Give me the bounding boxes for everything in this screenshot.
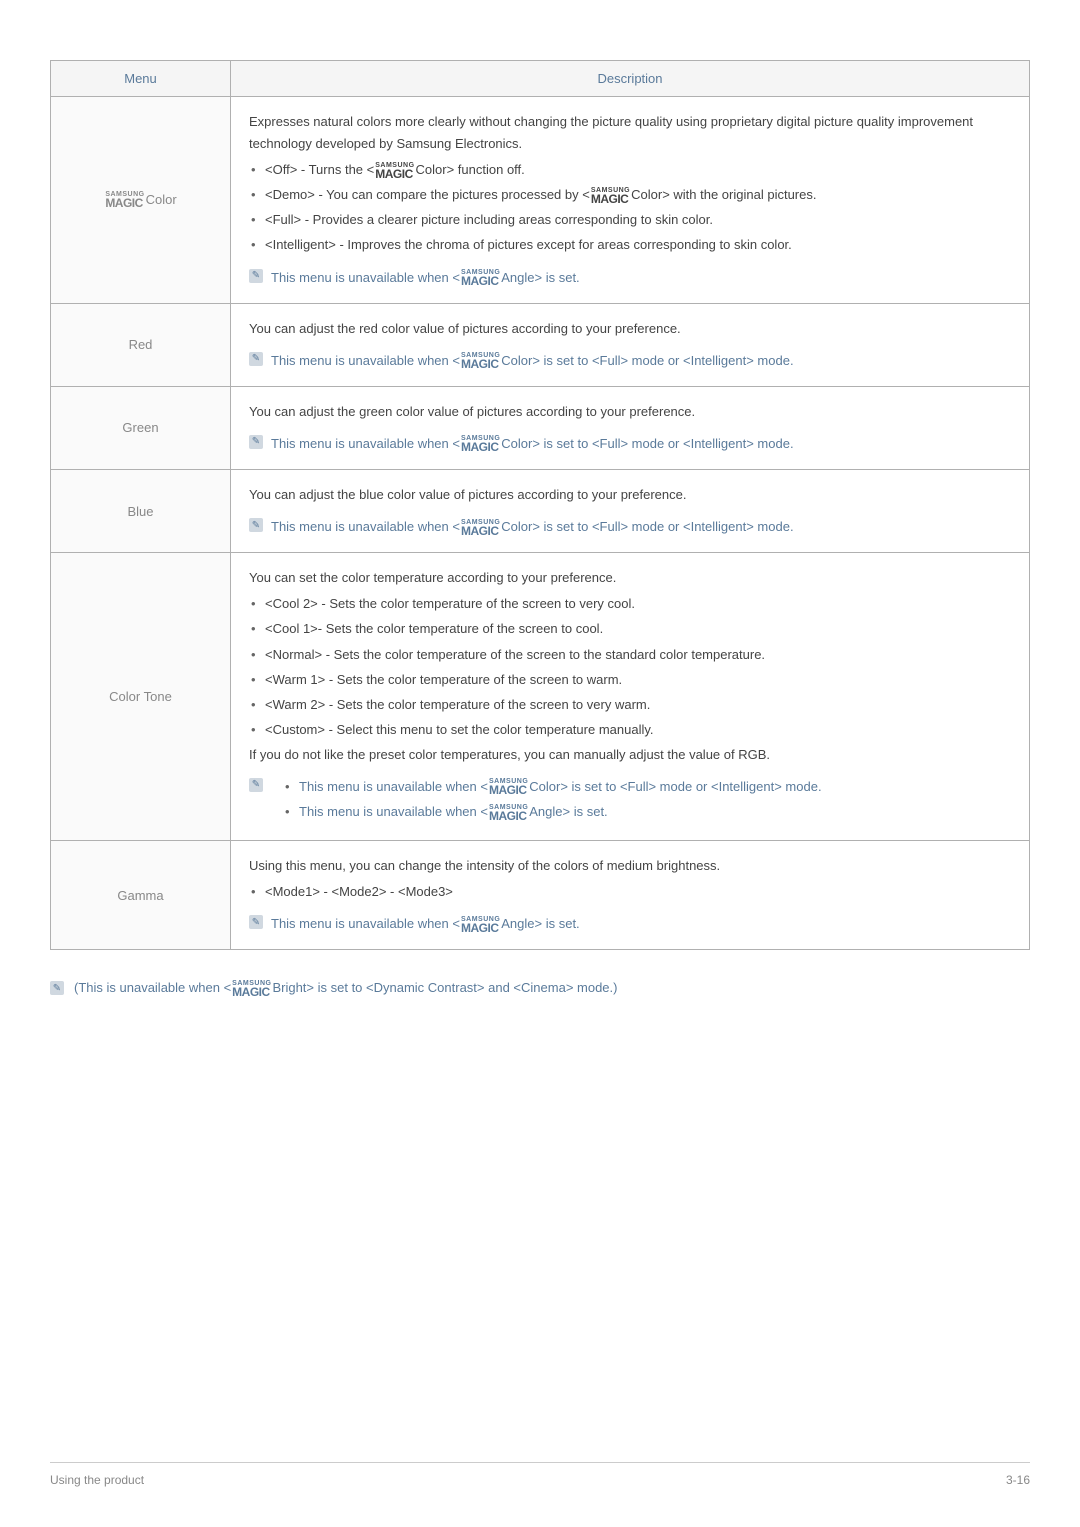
desc-gamma: Using this menu, you can change the inte… <box>231 841 1030 950</box>
samsung-magic-logo: SAMSUNGMAGIC <box>591 188 630 204</box>
table-row: Blue You can adjust the blue color value… <box>51 470 1030 553</box>
table-row: SAMSUNGMAGICColor Expresses natural colo… <box>51 97 1030 304</box>
menu-green: Green <box>51 386 231 469</box>
desc-blue: You can adjust the blue color value of p… <box>231 470 1030 553</box>
table-row: Gamma Using this menu, you can change th… <box>51 841 1030 950</box>
samsung-magic-logo: SAMSUNGMAGIC <box>461 353 500 369</box>
samsung-magic-logo: SAMSUNGMAGIC <box>232 981 271 997</box>
menu-gamma: Gamma <box>51 841 231 950</box>
note-icon: ✎ <box>249 518 263 532</box>
page-footer: Using the product 3-16 <box>50 1462 1030 1487</box>
desc-magic-color: Expresses natural colors more clearly wi… <box>231 97 1030 304</box>
note-icon: ✎ <box>249 435 263 449</box>
menu-blue: Blue <box>51 470 231 553</box>
note: ✎ This menu is unavailable when <SAMSUNG… <box>249 350 1011 372</box>
table-row: Green You can adjust the green color val… <box>51 386 1030 469</box>
header-description: Description <box>231 61 1030 97</box>
table-row: Red You can adjust the red color value o… <box>51 303 1030 386</box>
footer-right: 3-16 <box>1006 1473 1030 1487</box>
footer-left: Using the product <box>50 1473 144 1487</box>
bottom-note: ✎ (This is unavailable when <SAMSUNGMAGI… <box>50 980 1030 997</box>
desc-green: You can adjust the green color value of … <box>231 386 1030 469</box>
settings-table: Menu Description SAMSUNGMAGICColor Expre… <box>50 60 1030 950</box>
note: ✎ This menu is unavailable when <SAMSUNG… <box>249 516 1011 538</box>
samsung-magic-logo: SAMSUNGMAGIC <box>105 192 144 208</box>
samsung-magic-logo: SAMSUNGMAGIC <box>375 163 414 179</box>
menu-color-tone: Color Tone <box>51 553 231 841</box>
note-icon: ✎ <box>249 269 263 283</box>
note-icon: ✎ <box>50 981 64 995</box>
note-icon: ✎ <box>249 778 263 792</box>
note: ✎ This menu is unavailable when <SAMSUNG… <box>249 776 1011 823</box>
note-icon: ✎ <box>249 352 263 366</box>
samsung-magic-logo: SAMSUNGMAGIC <box>461 270 500 286</box>
menu-magic-color: SAMSUNGMAGICColor <box>51 97 231 304</box>
samsung-magic-logo: SAMSUNGMAGIC <box>461 520 500 536</box>
samsung-magic-logo: SAMSUNGMAGIC <box>461 436 500 452</box>
note: ✎ This menu is unavailable when <SAMSUNG… <box>249 913 1011 935</box>
note-icon: ✎ <box>249 915 263 929</box>
samsung-magic-logo: SAMSUNGMAGIC <box>489 805 528 821</box>
header-menu: Menu <box>51 61 231 97</box>
note: ✎ This menu is unavailable when <SAMSUNG… <box>249 267 1011 289</box>
table-row: Color Tone You can set the color tempera… <box>51 553 1030 841</box>
desc-red: You can adjust the red color value of pi… <box>231 303 1030 386</box>
desc-color-tone: You can set the color temperature accord… <box>231 553 1030 841</box>
note: ✎ This menu is unavailable when <SAMSUNG… <box>249 433 1011 455</box>
samsung-magic-logo: SAMSUNGMAGIC <box>461 917 500 933</box>
menu-red: Red <box>51 303 231 386</box>
samsung-magic-logo: SAMSUNGMAGIC <box>489 779 528 795</box>
